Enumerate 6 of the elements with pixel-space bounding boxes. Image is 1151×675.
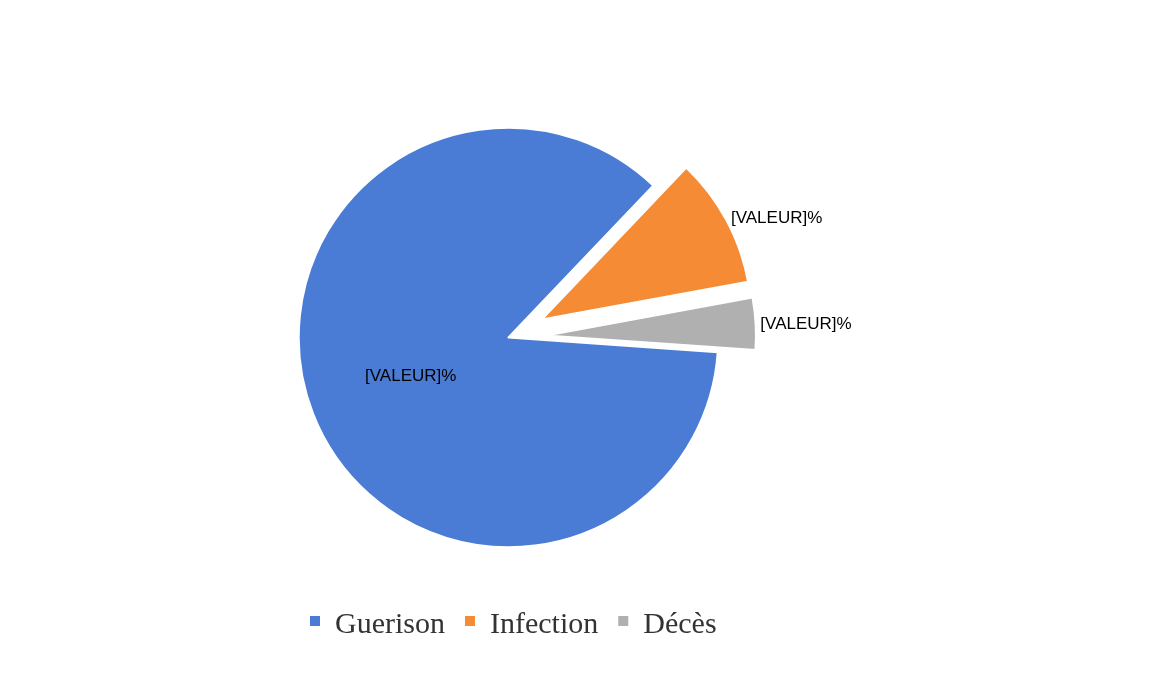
data-label: [VALEUR]%	[730, 208, 823, 228]
legend-label: Infection	[489, 605, 599, 639]
legend-label: Décès	[643, 605, 717, 639]
data-label: [VALEUR]%	[760, 314, 852, 334]
legend-label: Guerison	[335, 605, 445, 639]
data-label: [VALEUR]%	[365, 365, 457, 385]
